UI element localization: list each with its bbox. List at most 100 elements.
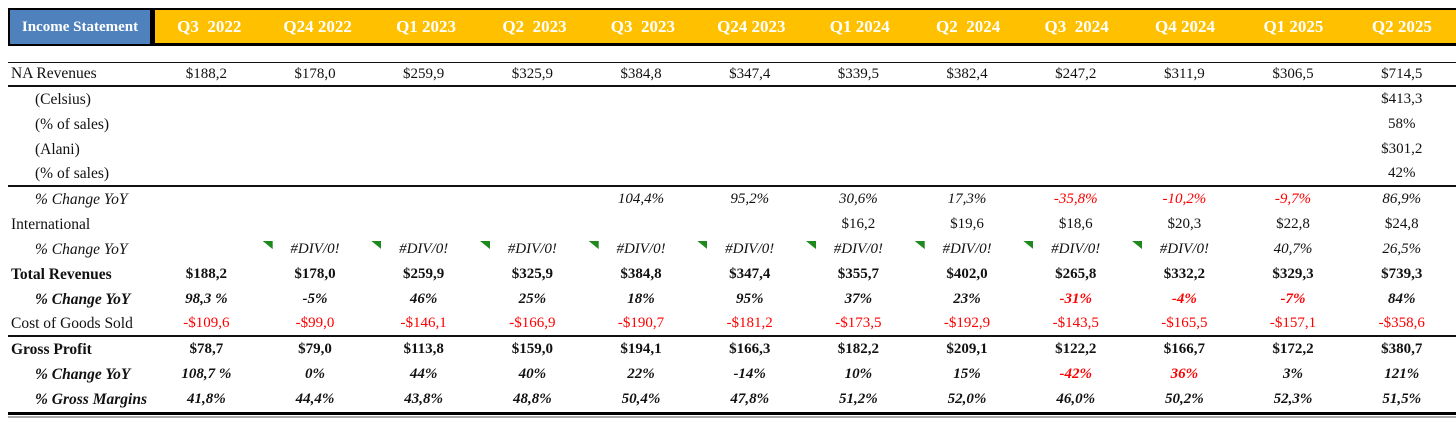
cell-cost-of-goods-sold[interactable]: -$165,5: [1130, 311, 1239, 336]
cell-cost-of-goods-sold[interactable]: -$181,2: [695, 311, 804, 336]
cell-international[interactable]: $24,8: [1347, 212, 1456, 237]
cell-total-change-yoy[interactable]: 46%: [369, 287, 478, 312]
cell-total-change-yoy[interactable]: 37%: [804, 287, 913, 312]
cell-gross-profit[interactable]: $172,2: [1239, 337, 1348, 362]
cell-na-change-yoy[interactable]: 30,6%: [804, 187, 913, 212]
cell-gross-profit[interactable]: $194,1: [587, 337, 696, 362]
cell-intl-change-yoy[interactable]: #DIV/0!: [369, 237, 478, 262]
row-label-cost-of-goods-sold[interactable]: Cost of Goods Sold: [11, 314, 133, 332]
cell-na-change-yoy[interactable]: -10,2%: [1130, 187, 1239, 212]
cell-total-revenues[interactable]: $188,2: [152, 262, 261, 287]
cell-international[interactable]: $19,6: [913, 212, 1022, 237]
column-header-q2-2024[interactable]: Q2 2024: [936, 16, 1001, 36]
column-header-q3-2022[interactable]: Q3 2022: [177, 16, 242, 36]
cell-na-revenues[interactable]: $306,5: [1239, 62, 1348, 87]
cell-alani[interactable]: $301,2: [1347, 137, 1456, 162]
cell-total-revenues[interactable]: $347,4: [695, 262, 804, 287]
cell-intl-change-yoy[interactable]: #DIV/0!: [695, 237, 804, 262]
cell-gross-margins[interactable]: 51,5%: [1347, 387, 1456, 412]
cell-international[interactable]: $18,6: [1021, 212, 1130, 237]
cell-na-change-yoy[interactable]: 104,4%: [587, 187, 696, 212]
cell-gross-margins[interactable]: 50,4%: [587, 387, 696, 412]
cell-intl-change-yoy[interactable]: #DIV/0!: [478, 237, 587, 262]
cell-na-change-yoy[interactable]: -9,7%: [1239, 187, 1348, 212]
cell-gross-profit[interactable]: $166,3: [695, 337, 804, 362]
cell-gp-change-yoy[interactable]: 15%: [913, 362, 1022, 387]
cell-intl-change-yoy[interactable]: #DIV/0!: [587, 237, 696, 262]
cell-cost-of-goods-sold[interactable]: -$358,6: [1347, 311, 1456, 336]
cell-cost-of-goods-sold[interactable]: -$146,1: [369, 311, 478, 336]
column-header-q1-2025[interactable]: Q1 2025: [1263, 16, 1324, 36]
cell-na-change-yoy[interactable]: 95,2%: [695, 187, 804, 212]
cell-total-revenues[interactable]: $329,3: [1239, 262, 1348, 287]
cell-alani-pct-of-sales[interactable]: 42%: [1347, 161, 1456, 186]
cell-na-change-yoy[interactable]: -35,8%: [1021, 187, 1130, 212]
cell-total-revenues[interactable]: $402,0: [913, 262, 1022, 287]
cell-total-revenues[interactable]: $332,2: [1130, 262, 1239, 287]
column-header-q1-2023[interactable]: Q1 2023: [396, 16, 457, 36]
row-label-total-revenues[interactable]: Total Revenues: [11, 265, 112, 283]
cell-na-revenues[interactable]: $384,8: [587, 62, 696, 87]
cell-total-revenues[interactable]: $265,8: [1021, 262, 1130, 287]
row-label-celsius[interactable]: (Celsius): [35, 90, 91, 108]
cell-cost-of-goods-sold[interactable]: -$190,7: [587, 311, 696, 336]
cell-celsius-pct-of-sales[interactable]: 58%: [1347, 112, 1456, 137]
cell-na-revenues[interactable]: $347,4: [695, 62, 804, 87]
cell-total-revenues[interactable]: $259,9: [369, 262, 478, 287]
row-label-gp-change-yoy[interactable]: % Change YoY: [35, 365, 131, 383]
cell-gp-change-yoy[interactable]: 121%: [1347, 362, 1456, 387]
cell-intl-change-yoy[interactable]: #DIV/0!: [1021, 237, 1130, 262]
row-label-alani[interactable]: (Alani): [35, 140, 80, 158]
row-label-gross-profit[interactable]: Gross Profit: [11, 340, 92, 358]
cell-na-revenues[interactable]: $188,2: [152, 62, 261, 87]
cell-gross-profit[interactable]: $78,7: [152, 337, 261, 362]
cell-gross-profit[interactable]: $79,0: [261, 337, 370, 362]
cell-na-revenues[interactable]: $339,5: [804, 62, 913, 87]
cell-international[interactable]: $16,2: [804, 212, 913, 237]
cell-na-revenues[interactable]: $325,9: [478, 62, 587, 87]
cell-international[interactable]: $22,8: [1239, 212, 1348, 237]
cell-gross-margins[interactable]: 46,0%: [1021, 387, 1130, 412]
cell-cost-of-goods-sold[interactable]: -$173,5: [804, 311, 913, 336]
cell-gp-change-yoy[interactable]: -14%: [695, 362, 804, 387]
cell-gross-margins[interactable]: 50,2%: [1130, 387, 1239, 412]
cell-total-change-yoy[interactable]: 18%: [587, 287, 696, 312]
cell-intl-change-yoy[interactable]: #DIV/0!: [261, 237, 370, 262]
cell-gross-profit[interactable]: $182,2: [804, 337, 913, 362]
cell-cost-of-goods-sold[interactable]: -$109,6: [152, 311, 261, 336]
cell-total-change-yoy[interactable]: 84%: [1347, 287, 1456, 312]
cell-gross-profit[interactable]: $159,0: [478, 337, 587, 362]
row-label-international[interactable]: International: [11, 215, 91, 233]
cell-gross-profit[interactable]: $113,8: [369, 337, 478, 362]
cell-total-change-yoy[interactable]: 23%: [913, 287, 1022, 312]
column-header-q24-2023[interactable]: Q24 2023: [717, 16, 786, 36]
cell-gp-change-yoy[interactable]: -42%: [1021, 362, 1130, 387]
cell-gp-change-yoy[interactable]: 44%: [369, 362, 478, 387]
cell-gross-margins[interactable]: 48,8%: [478, 387, 587, 412]
cell-cost-of-goods-sold[interactable]: -$192,9: [913, 311, 1022, 336]
cell-intl-change-yoy[interactable]: 26,5%: [1347, 237, 1456, 262]
row-label-total-change-yoy[interactable]: % Change YoY: [35, 290, 131, 308]
cell-na-revenues[interactable]: $178,0: [261, 62, 370, 87]
cell-intl-change-yoy[interactable]: #DIV/0!: [1130, 237, 1239, 262]
cell-na-change-yoy[interactable]: 86,9%: [1347, 187, 1456, 212]
cell-celsius[interactable]: $413,3: [1347, 87, 1456, 112]
column-header-q4-2024[interactable]: Q4 2024: [1155, 16, 1215, 36]
cell-gross-profit[interactable]: $166,7: [1130, 337, 1239, 362]
row-label-na-revenues[interactable]: NA Revenues: [11, 65, 97, 82]
column-header-q24-2022[interactable]: Q24 2022: [283, 16, 352, 36]
cell-total-change-yoy[interactable]: 98,3 %: [152, 287, 261, 312]
cell-total-revenues[interactable]: $325,9: [478, 262, 587, 287]
cell-gross-profit[interactable]: $122,2: [1021, 337, 1130, 362]
cell-total-change-yoy[interactable]: -5%: [261, 287, 370, 312]
cell-total-revenues[interactable]: $384,8: [587, 262, 696, 287]
cell-cost-of-goods-sold[interactable]: -$157,1: [1239, 311, 1348, 336]
cell-gp-change-yoy[interactable]: 36%: [1130, 362, 1239, 387]
cell-na-change-yoy[interactable]: 17,3%: [913, 187, 1022, 212]
cell-intl-change-yoy[interactable]: #DIV/0!: [913, 237, 1022, 262]
cell-total-revenues[interactable]: $178,0: [261, 262, 370, 287]
cell-total-change-yoy[interactable]: -4%: [1130, 287, 1239, 312]
column-header-q2-2025[interactable]: Q2 2025: [1371, 16, 1432, 36]
cell-gross-margins[interactable]: 43,8%: [369, 387, 478, 412]
cell-gp-change-yoy[interactable]: 0%: [261, 362, 370, 387]
